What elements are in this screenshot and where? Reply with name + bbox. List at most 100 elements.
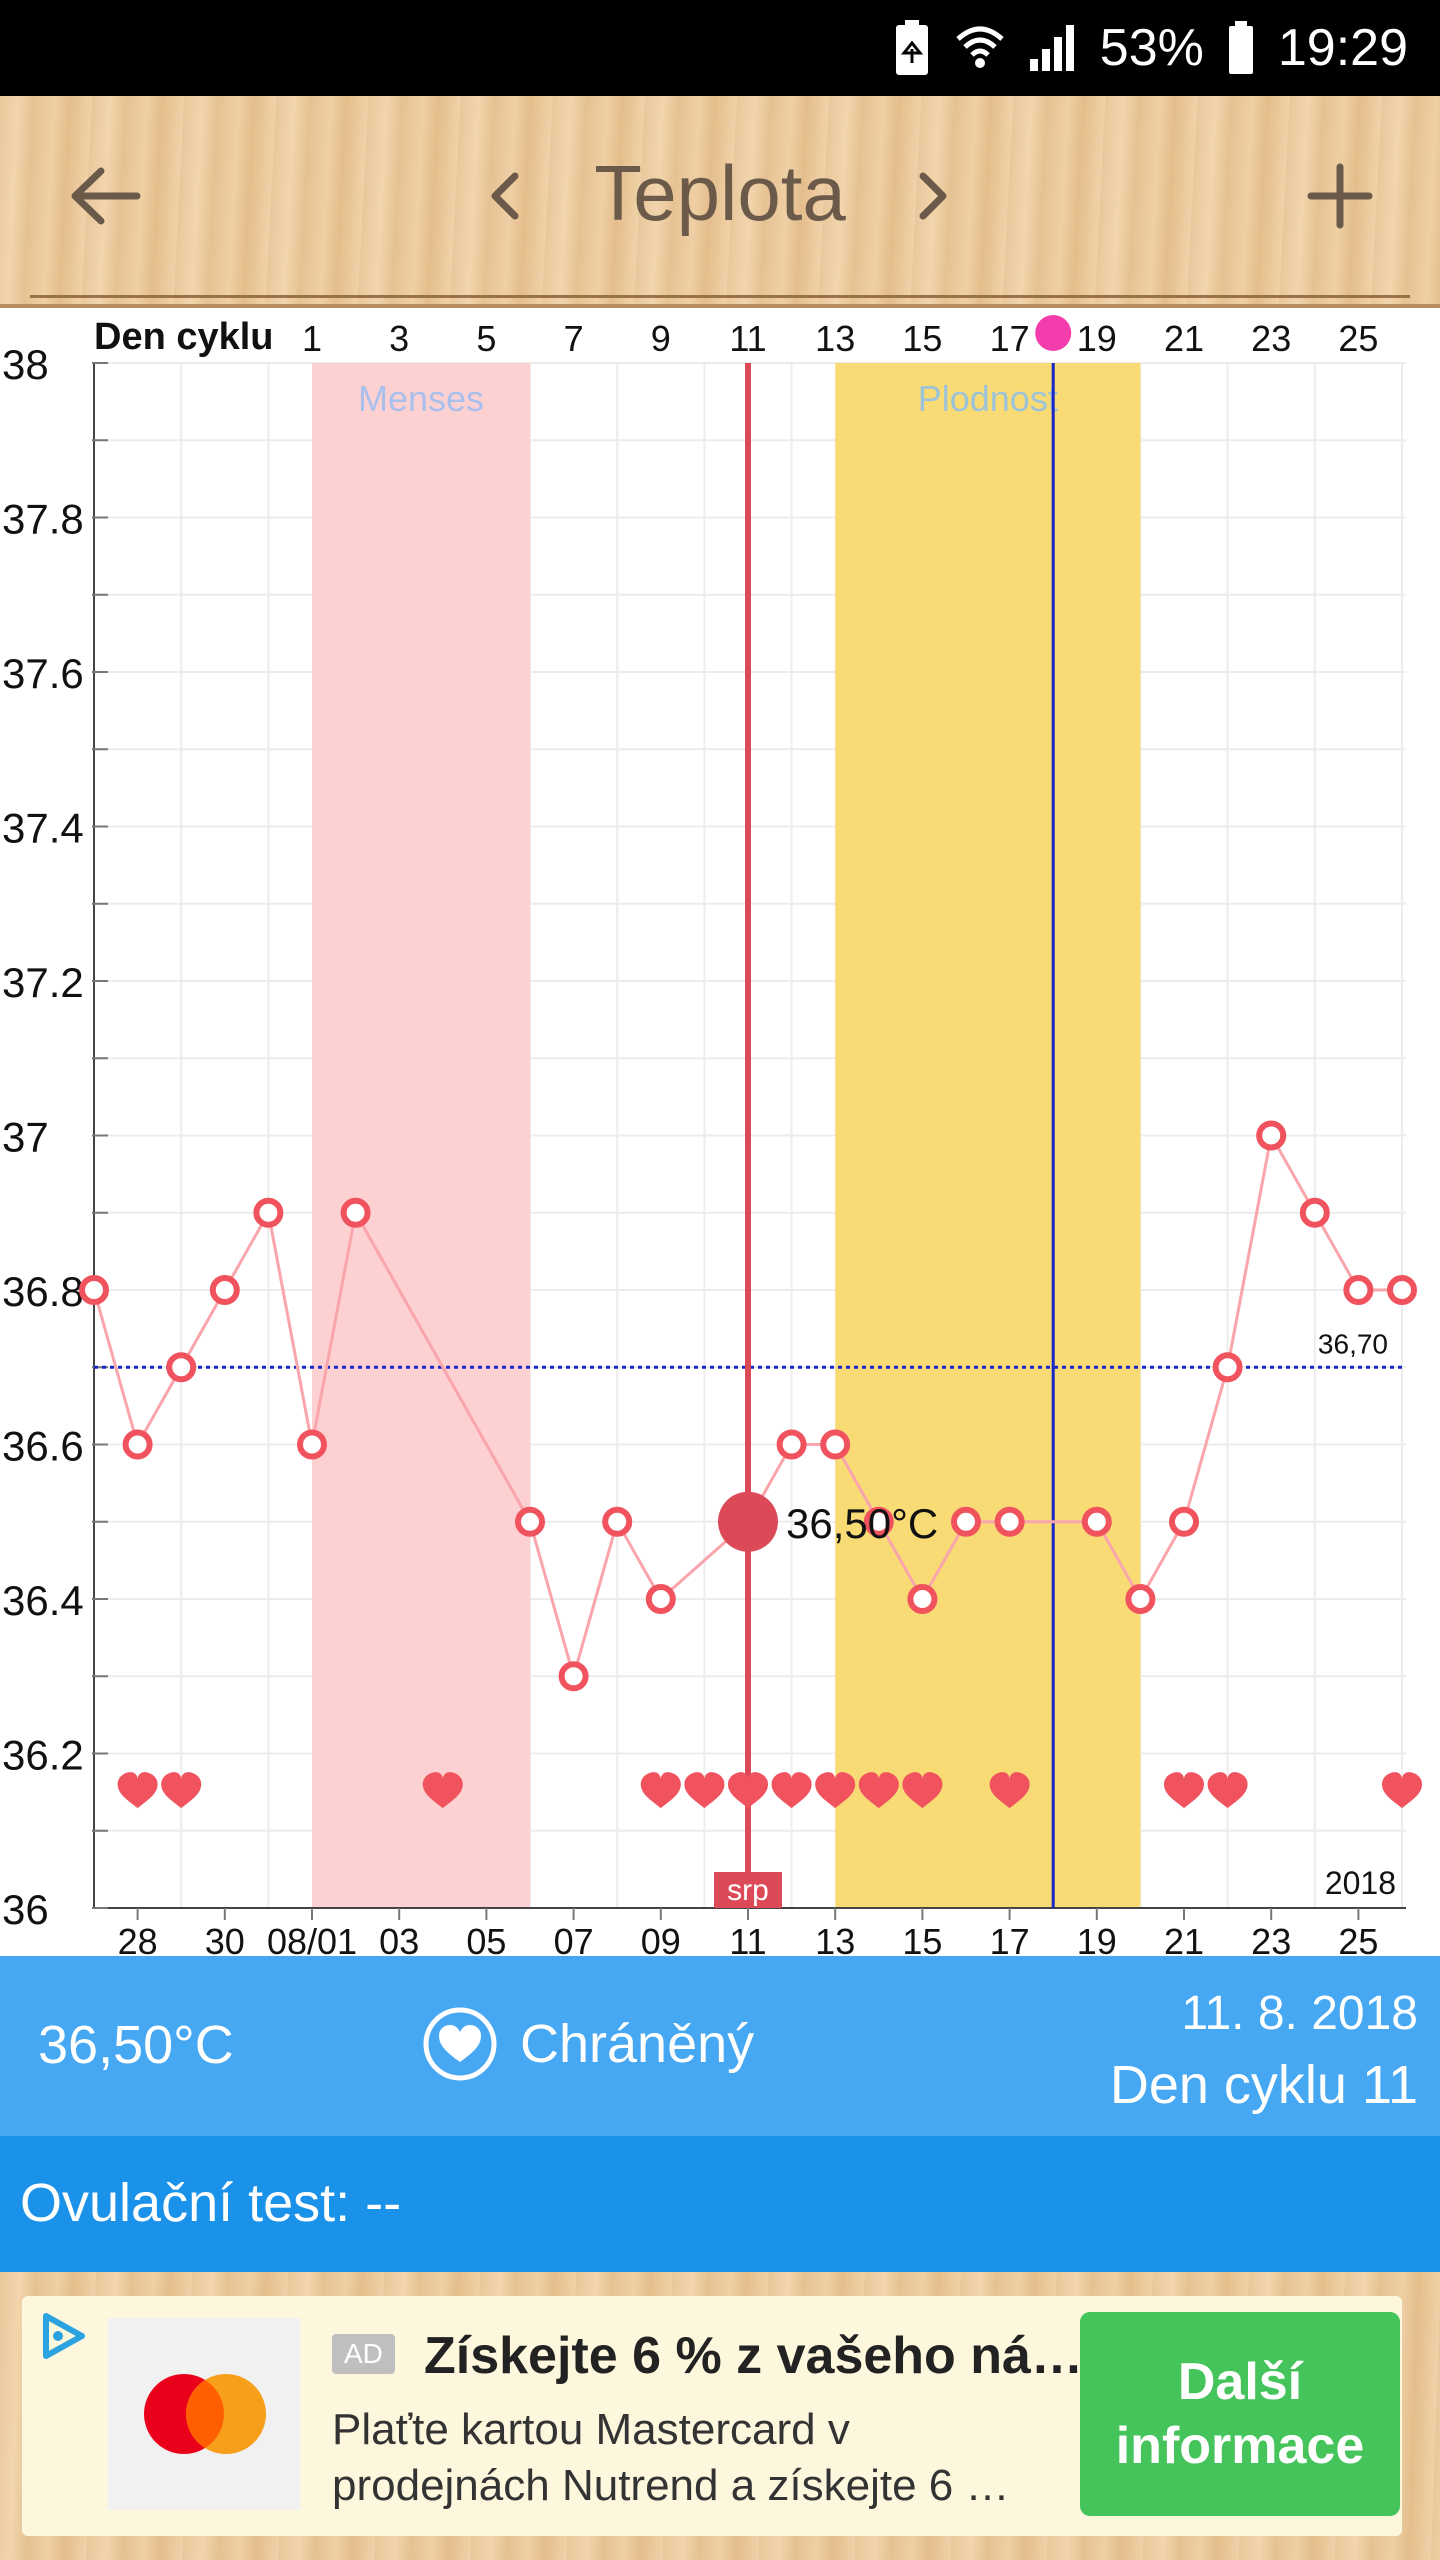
temperature-point[interactable] [340,1197,371,1228]
signal-icon [1029,25,1074,71]
top-tick-label: 9 [651,318,671,359]
temperature-point[interactable] [951,1506,981,1537]
intercourse-heart-icon [684,1772,725,1809]
advertiser-logo[interactable] [108,2318,300,2510]
y-tick-label: 37.6 [2,650,84,697]
ovulation-test-value: -- [365,2173,402,2233]
temperature-point[interactable] [645,1584,676,1614]
wifi-icon [956,26,1004,68]
add-button[interactable] [1290,136,1390,256]
protection-label: Chráněný [520,2014,755,2074]
x-tick-label: 21 [1164,1921,1204,1958]
heart-circle-icon [423,2007,497,2081]
temperature-point[interactable] [558,1661,589,1692]
temperature-point[interactable] [1081,1506,1112,1537]
x-tick-label: 11 [729,1921,766,1958]
ad-tag: AD [332,2334,395,2374]
intercourse-heart-icon [728,1772,768,1809]
app-bar-divider [30,295,1410,298]
top-tick-label: 17 [990,318,1030,359]
temperature-point[interactable] [1125,1584,1156,1614]
intercourse-heart-icon [1207,1772,1248,1809]
ad-body[interactable]: Plaťte kartou Mastercard v prodejnách Nu… [332,2402,1092,2514]
temperature-point[interactable] [1387,1275,1417,1305]
y-tick-label: 37 [2,1114,49,1161]
x-tick-label: 03 [379,1921,419,1958]
temperature-point[interactable] [776,1429,807,1460]
ad-cta-line-1: Další [1177,2353,1303,2411]
protection-status[interactable]: Chráněný [422,2006,754,2082]
chevron-right-icon [919,172,947,220]
temperature-point[interactable] [863,1506,894,1537]
adchoices-icon[interactable] [36,2308,92,2364]
top-tick-label: 19 [1077,318,1117,359]
ovulation-marker [1035,315,1072,351]
temperature-point[interactable] [253,1197,284,1228]
temperature-point[interactable] [297,1429,327,1460]
plus-icon [1307,163,1373,229]
y-tick-label: 36.4 [2,1577,84,1624]
temperature-point[interactable] [820,1429,851,1460]
battery-percent: 53% [1099,19,1204,77]
year-label: 2018 [1325,1865,1396,1901]
month-badge-label: srp [727,1874,769,1907]
temperature-point[interactable] [1256,1120,1287,1151]
x-tick-label: 19 [1077,1921,1117,1958]
previous-cycle-button[interactable] [470,136,540,256]
selected-temperature-point[interactable] [718,1491,778,1552]
ad-body-line-2: prodejnách Nutrend a získejte 6 … [332,2461,1010,2510]
intercourse-heart-icon [161,1772,202,1809]
intercourse-heart-icon [989,1772,1030,1809]
selected-temperature-label: 36,50°C [786,1500,938,1547]
temperature-point[interactable] [1343,1275,1374,1305]
x-tick-label: 23 [1251,1921,1291,1958]
back-button[interactable] [50,136,160,256]
temperature-point[interactable] [209,1275,240,1305]
selected-temperature: 36,50°C [38,2015,234,2075]
day-info-panel[interactable]: 36,50°C Chráněný 11. 8. 2018 Den cyklu 1… [0,1956,1440,2136]
y-tick-label: 37.2 [2,959,84,1006]
temperature-point[interactable] [122,1429,153,1460]
band-label: Menses [358,378,484,419]
temperature-point[interactable] [1169,1506,1199,1537]
top-tick-label: 3 [389,318,409,359]
temperature-point[interactable] [602,1506,633,1537]
y-tick-label: 36.2 [2,1732,84,1779]
mastercard-logo-icon [144,2374,266,2454]
temperature-point[interactable] [994,1506,1025,1537]
x-tick-label: 15 [902,1921,942,1958]
chart-svg[interactable]: Menses Plodnost3837.837.637.437.23736.836… [0,308,1440,1958]
top-tick-label: 25 [1338,318,1378,359]
x-tick-label: 25 [1338,1921,1378,1958]
ad-headline[interactable]: Získejte 6 % z vašeho ná… [424,2327,1083,2385]
intercourse-heart-icon [902,1772,943,1809]
y-tick-label: 36.6 [2,1423,84,1470]
x-tick-label: 09 [641,1921,681,1958]
status-bar: 53% 19:29 [0,0,1440,96]
ad-cta-button[interactable]: Další informace [1080,2312,1400,2516]
temperature-chart[interactable]: Menses Plodnost 38 37.8 37.6 37.4 37.2 37 36.8 36… [0,308,1440,1958]
temperature-point[interactable] [907,1584,938,1614]
ovulation-test-row[interactable]: Ovulační test: -- [0,2136,1440,2272]
temperature-point[interactable] [1212,1352,1243,1383]
y-tick-label: 36 [2,1886,49,1933]
cycle-day: Den cyklu 11 [1109,2055,1418,2115]
y-tick-label: 37.8 [2,496,84,543]
temperature-point[interactable] [166,1352,197,1383]
ad-banner[interactable]: AD Získejte 6 % z vašeho ná… Plaťte kart… [22,2296,1402,2536]
top-tick-label: 11 [729,318,766,359]
arrow-left-icon [71,167,141,225]
band-label: Plodnost [918,378,1058,419]
temperature-point[interactable] [79,1275,109,1305]
page-title: Teplota [594,149,846,237]
chevron-left-icon [491,172,519,220]
top-tick-label: 15 [902,318,942,359]
x-tick-label: 17 [990,1921,1030,1958]
temperature-point[interactable] [1299,1197,1330,1228]
y-tick-label: 38 [2,341,49,388]
intercourse-heart-icon [771,1772,812,1809]
next-cycle-button[interactable] [898,136,968,256]
top-tick-label: 7 [564,318,584,359]
temperature-point[interactable] [515,1506,545,1537]
intercourse-heart-icon [1164,1772,1204,1809]
